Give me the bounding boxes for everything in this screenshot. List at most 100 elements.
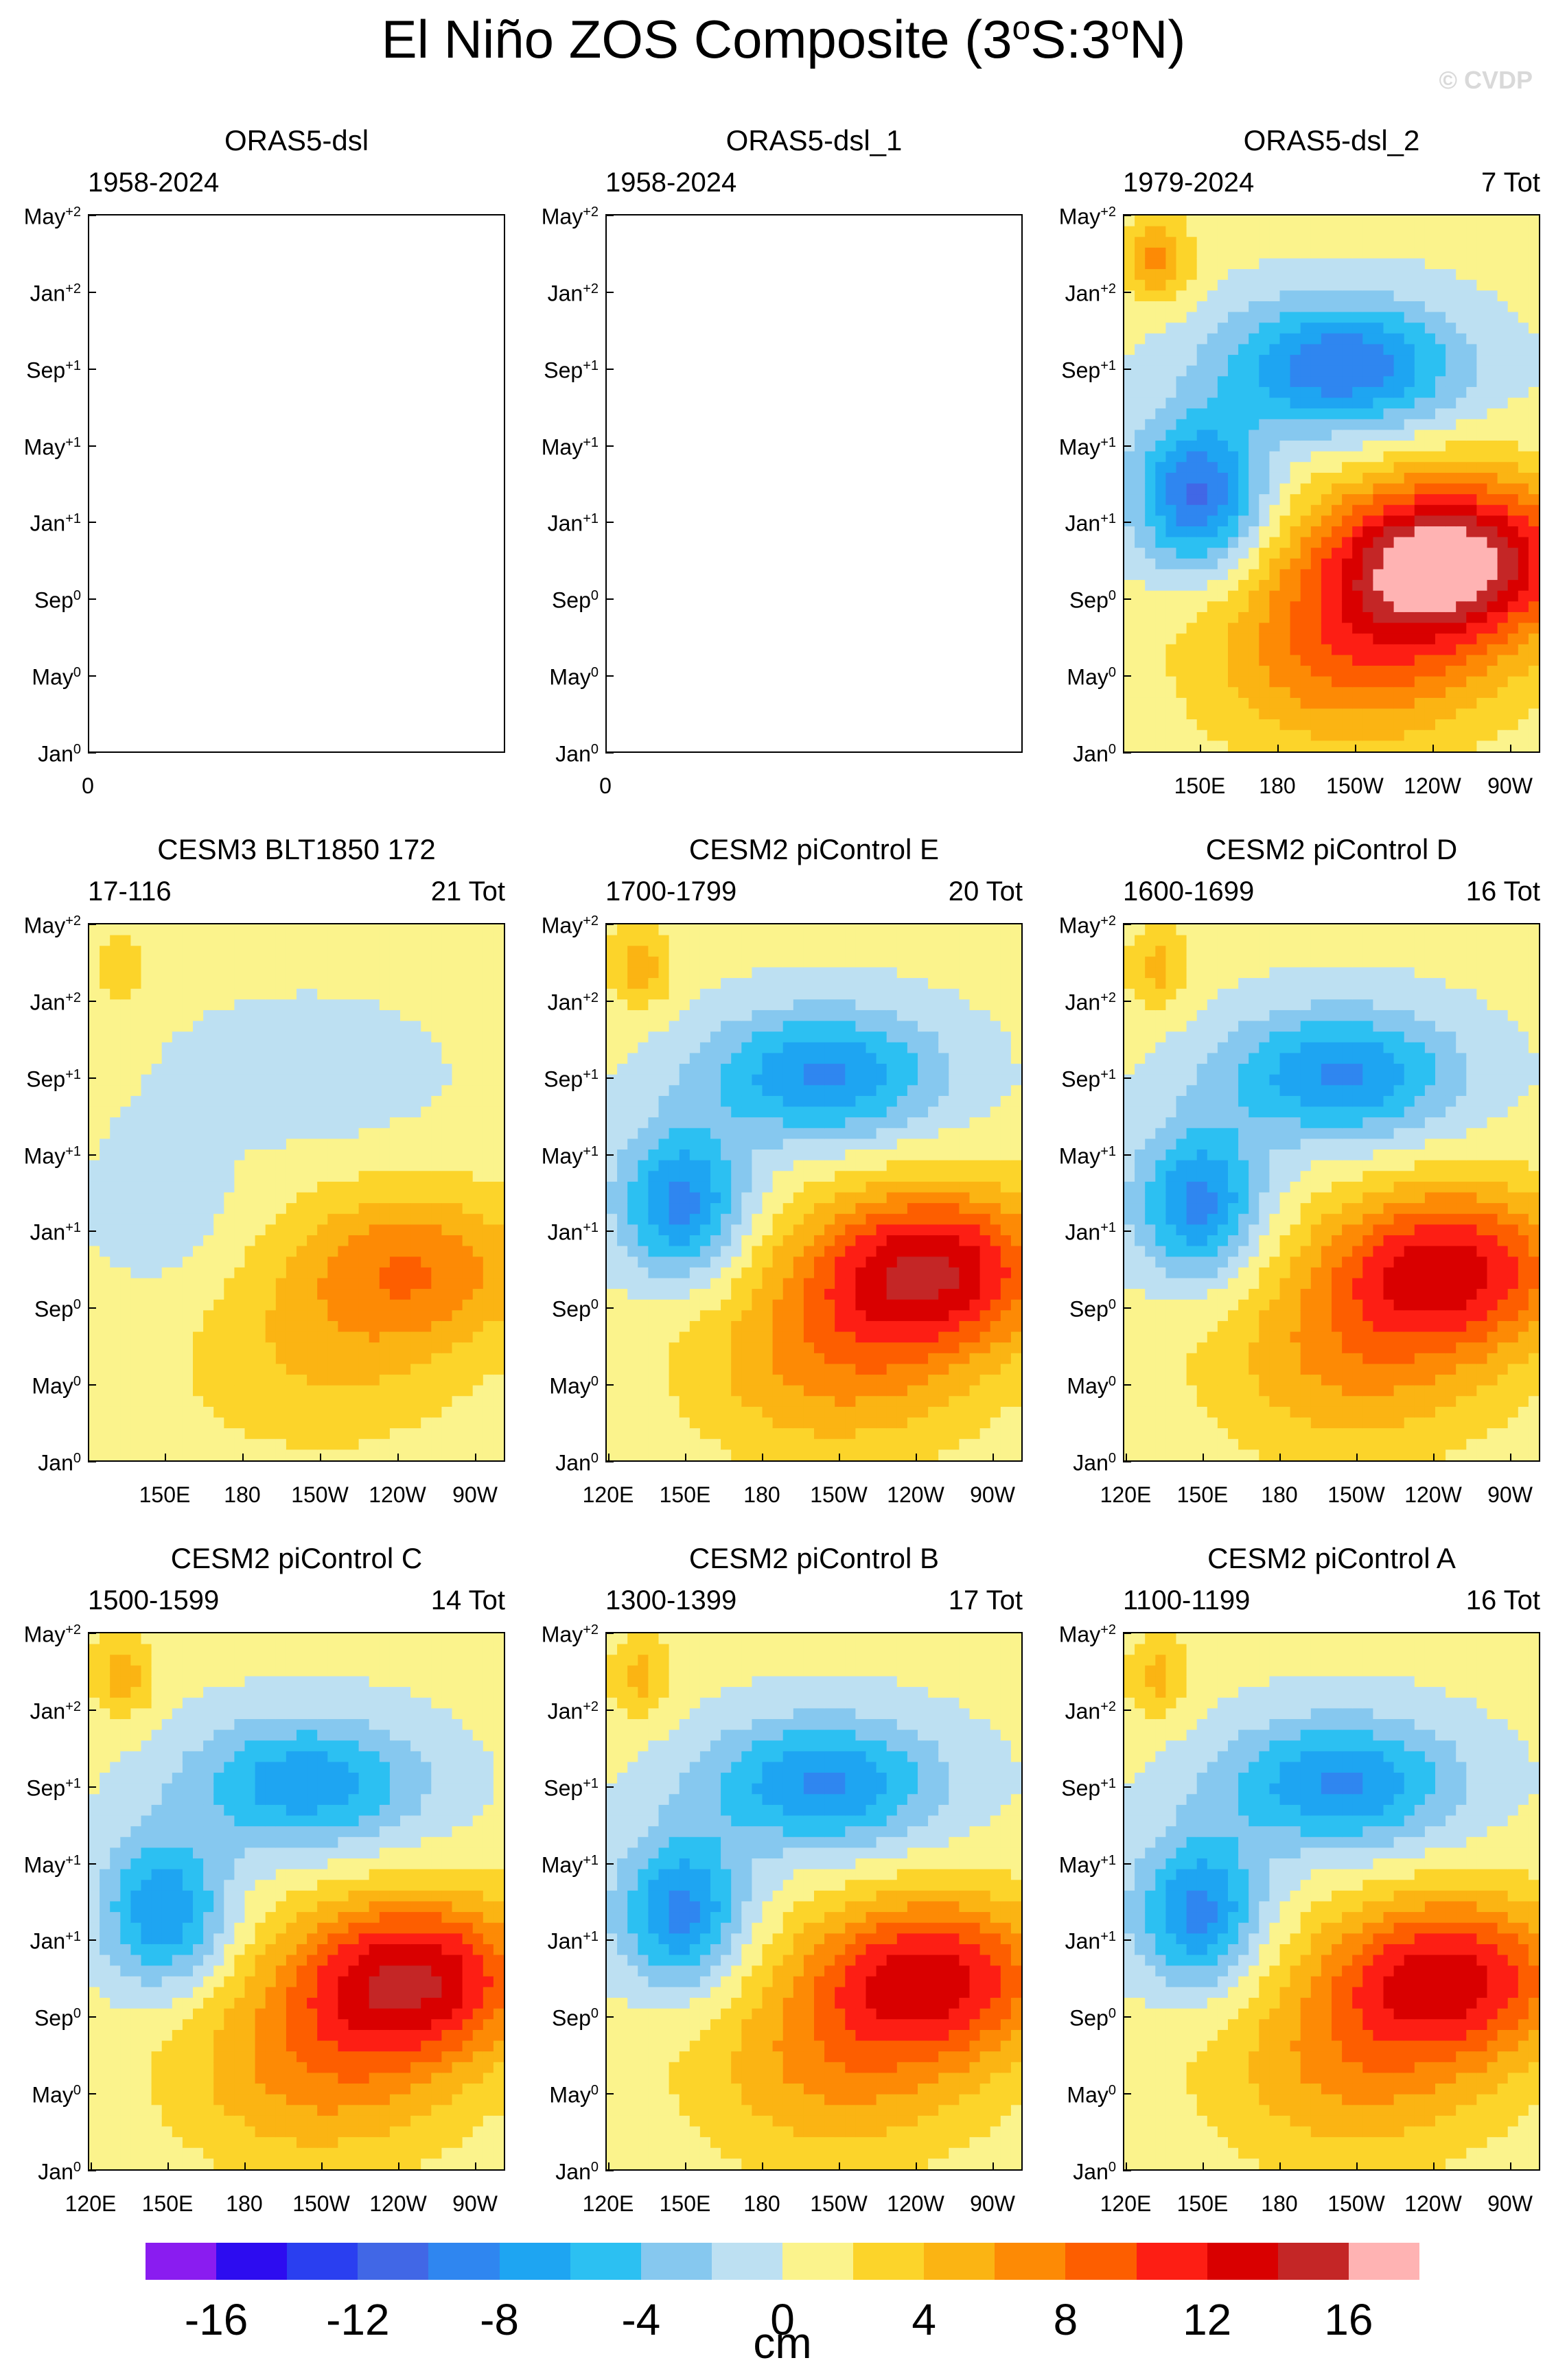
field-cell: [493, 946, 504, 957]
field-cell: [193, 1213, 204, 1225]
field-cell: [110, 1203, 121, 1215]
field-cell: [1528, 365, 1539, 377]
field-cell: [410, 1074, 421, 1086]
field-cell: [669, 999, 680, 1011]
field-cell: [400, 1267, 411, 1279]
field-cell: [421, 1246, 432, 1257]
field-cell: [493, 1375, 504, 1386]
field-cell: [1207, 548, 1218, 559]
field-cell: [1487, 472, 1498, 485]
field-cell: [161, 1139, 173, 1150]
field-cell: [348, 1289, 360, 1300]
field-cell: [255, 1020, 266, 1032]
field-cell: [607, 1375, 618, 1386]
field-cell: [172, 1010, 183, 1022]
field-cell: [358, 956, 370, 968]
field-cell: [731, 1289, 742, 1300]
field-cell: [741, 1299, 752, 1311]
field-cell: [1342, 580, 1353, 592]
field-cell: [358, 1353, 370, 1365]
field-cell: [224, 1213, 235, 1225]
field-cell: [400, 1331, 411, 1343]
field-cell: [1145, 601, 1156, 613]
field-cell: [89, 1106, 100, 1118]
field-cell: [782, 935, 794, 946]
field-cell: [441, 1417, 453, 1429]
field-cell: [193, 1375, 204, 1386]
field-cell: [1466, 622, 1477, 634]
field-cell: [421, 1128, 432, 1139]
field-cell: [1342, 655, 1353, 666]
field-cell: [224, 988, 235, 1000]
field-cell: [762, 935, 774, 946]
field-cell: [1435, 215, 1446, 227]
field-cell: [1155, 644, 1166, 656]
field-cell: [234, 935, 246, 946]
field-cell: [1352, 430, 1363, 441]
field-cell: [1249, 590, 1260, 602]
field-cell: [483, 1396, 494, 1408]
field-cell: [193, 1224, 204, 1236]
field-cell: [1476, 258, 1488, 270]
field-cell: [193, 1385, 204, 1397]
field-cell: [120, 1150, 131, 1161]
field-cell: [213, 1417, 224, 1429]
field-cell: [151, 1299, 163, 1311]
field-cell: [1300, 472, 1312, 485]
field-cell: [617, 956, 628, 968]
field-cell: [669, 1320, 680, 1333]
field-cell: [1135, 601, 1146, 613]
field-cell: [1414, 676, 1426, 688]
field-cell: [689, 1385, 701, 1397]
field-cell: [1518, 312, 1529, 323]
field-cell: [1424, 386, 1436, 399]
field-cell: [1342, 269, 1353, 281]
field-cell: [1476, 580, 1488, 592]
field-cell: [182, 946, 194, 957]
field-cell: [1145, 215, 1156, 227]
field-cell: [1352, 526, 1363, 538]
field-cell: [120, 1406, 131, 1419]
field-cell: [1383, 622, 1395, 634]
field-cell: [638, 967, 649, 979]
field-cell: [617, 1085, 628, 1097]
field-cell: [731, 988, 742, 1000]
field-cell: [297, 946, 307, 957]
field-cell: [627, 999, 638, 1011]
field-cell: [721, 1331, 732, 1343]
field-cell: [110, 1085, 121, 1097]
field-cell: [1207, 687, 1218, 699]
field-cell: [462, 978, 474, 990]
field-cell: [130, 967, 142, 979]
field-cell: [1259, 408, 1270, 420]
field-cell: [172, 1289, 183, 1300]
field-cell: [1404, 430, 1415, 441]
field-cell: [648, 1064, 660, 1075]
field-cell: [1373, 590, 1384, 602]
field-cell: [1217, 515, 1229, 527]
field-cell: [1414, 462, 1426, 474]
field-cell: [255, 935, 266, 946]
field-cell: [141, 1396, 152, 1408]
field-cell: [1217, 655, 1229, 666]
field-cell: [658, 1320, 670, 1333]
field-cell: [1249, 633, 1260, 645]
field-cell: [731, 1417, 742, 1429]
field-cell: [679, 1310, 690, 1322]
field-cell: [1279, 548, 1291, 559]
field-cell: [1476, 601, 1488, 613]
field-cell: [1217, 430, 1229, 441]
field-cell: [607, 1203, 618, 1215]
field-cell: [317, 1074, 328, 1086]
field-cell: [110, 1353, 121, 1365]
field-cell: [369, 1342, 380, 1354]
field-cell: [617, 1417, 628, 1429]
field-cell: [607, 1095, 618, 1108]
field-cell: [1435, 355, 1446, 366]
field-cell: [89, 1128, 100, 1139]
field-cell: [1456, 258, 1467, 270]
field-cell: [1165, 355, 1177, 366]
field-cell: [1362, 601, 1373, 613]
field-cell: [1310, 740, 1322, 751]
field-cell: [1466, 419, 1477, 430]
